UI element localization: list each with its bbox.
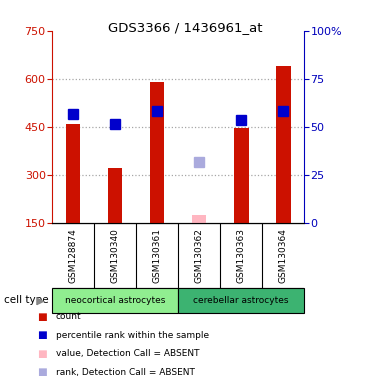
Text: cerebellar astrocytes: cerebellar astrocytes [193, 296, 289, 305]
Text: GSM130340: GSM130340 [111, 228, 119, 283]
Text: ■: ■ [37, 349, 47, 359]
Text: ■: ■ [37, 367, 47, 377]
Text: neocortical astrocytes: neocortical astrocytes [65, 296, 165, 305]
Bar [150, 82, 164, 223]
Bar [192, 215, 207, 223]
Text: ▶: ▶ [37, 295, 45, 306]
Text: cell type: cell type [4, 295, 48, 306]
Text: GSM130364: GSM130364 [279, 228, 288, 283]
Text: ■: ■ [37, 312, 47, 322]
Bar [66, 124, 81, 223]
Bar [234, 128, 249, 223]
Text: percentile rank within the sample: percentile rank within the sample [56, 331, 209, 340]
Text: GSM130362: GSM130362 [195, 228, 204, 283]
Bar [276, 66, 290, 223]
Text: ■: ■ [37, 330, 47, 340]
Text: GDS3366 / 1436961_at: GDS3366 / 1436961_at [108, 21, 263, 34]
Bar [52, 288, 178, 313]
Text: count: count [56, 312, 81, 321]
Bar [178, 288, 304, 313]
Text: rank, Detection Call = ABSENT: rank, Detection Call = ABSENT [56, 367, 194, 377]
Bar [108, 168, 122, 223]
Text: GSM128874: GSM128874 [69, 228, 78, 283]
Text: value, Detection Call = ABSENT: value, Detection Call = ABSENT [56, 349, 199, 358]
Text: GSM130361: GSM130361 [152, 228, 161, 283]
Text: GSM130363: GSM130363 [237, 228, 246, 283]
